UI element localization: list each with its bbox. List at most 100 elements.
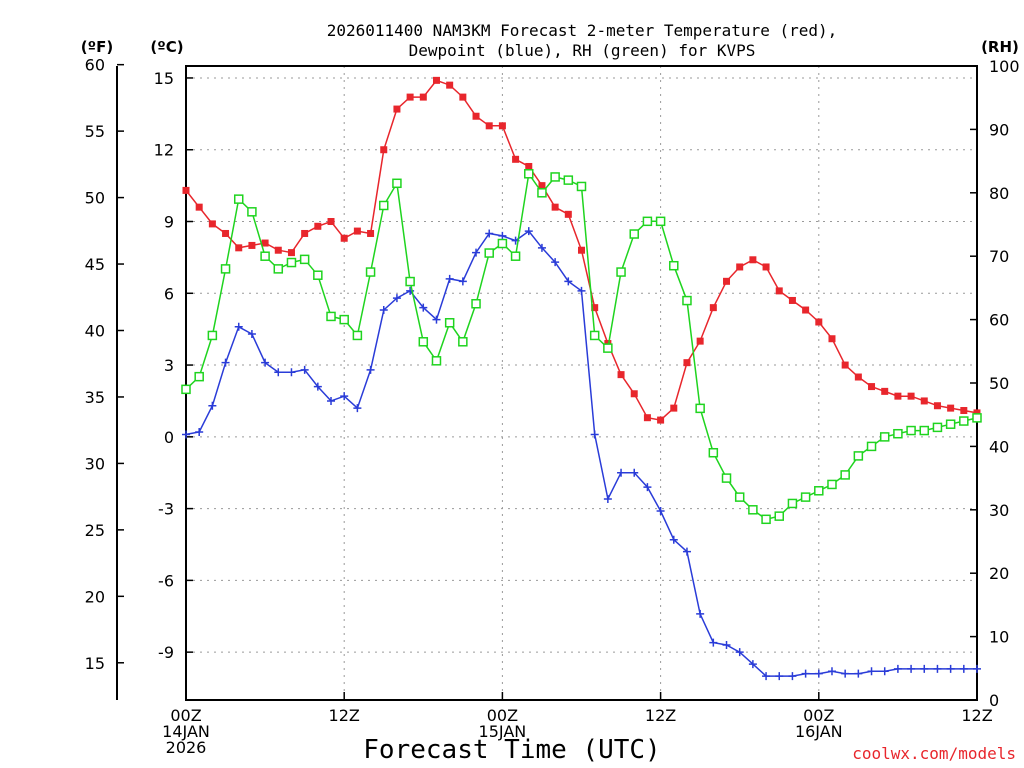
2-meter-temperature-point (736, 263, 744, 271)
2-meter-temperature-point (696, 337, 704, 345)
dewpoint-point (762, 672, 771, 681)
2-meter-temperature-point (881, 387, 889, 395)
rh-point (642, 216, 653, 227)
dewpoint-point (630, 468, 639, 477)
dewpoint-point (722, 640, 731, 649)
dewpoint-point (234, 322, 243, 331)
dewpoint-point (551, 258, 560, 267)
2-meter-temperature-point (960, 407, 968, 415)
2-meter-temperature-point (419, 93, 427, 101)
2-meter-temperature-point (248, 241, 256, 249)
x-tick-label: 2026 (166, 738, 207, 757)
rh-point (761, 514, 771, 525)
fahrenheit-tick-label: 55 (85, 122, 105, 141)
2-meter-temperature-point (973, 409, 981, 417)
rh-point (827, 479, 837, 490)
rh-point (972, 413, 982, 423)
rh-tick-label: 60 (989, 311, 1009, 330)
dewpoint-point (933, 664, 942, 673)
2-meter-temperature-point (762, 263, 770, 271)
2-meter-temperature-point (657, 416, 665, 424)
fahrenheit-tick-label: 20 (85, 587, 105, 606)
rh-point (392, 178, 402, 189)
fahrenheit-tick-label: 15 (85, 654, 105, 673)
series (181, 76, 982, 681)
rh-point (932, 422, 943, 433)
dewpoint-point (327, 396, 336, 405)
rh-point (708, 447, 719, 458)
2-meter-temperature-point (670, 404, 678, 412)
2-meter-temperature-point (287, 249, 295, 257)
dewpoint-point (748, 660, 757, 669)
2-meter-temperature-point (630, 390, 638, 398)
rh-point (458, 337, 468, 347)
2-meter-temperature-point (723, 277, 731, 285)
chart-title-line-2: Dewpoint (blue), RH (green) for KVPS (409, 41, 756, 60)
rh-point (721, 473, 732, 483)
dewpoint-point (577, 286, 586, 295)
rh-point (537, 188, 547, 198)
2-meter-temperature-point (301, 229, 309, 237)
dewpoint-point (656, 506, 665, 515)
dewpoint-point (485, 229, 494, 238)
rh-point (906, 425, 916, 436)
dewpoint-point (221, 358, 230, 367)
2-meter-temperature-point (947, 404, 955, 412)
dewpoint-point (880, 667, 889, 676)
dewpoint-point (643, 483, 652, 492)
dewpoint-point (432, 315, 441, 324)
2-meter-temperature-point (551, 203, 559, 211)
dewpoint-point (300, 365, 309, 374)
dewpoint-point (182, 430, 190, 439)
dewpoint-point (827, 667, 836, 676)
dewpoint-point (247, 329, 256, 338)
rh-point (919, 425, 930, 436)
2-meter-temperature-point (538, 182, 546, 190)
dewpoint-point (867, 667, 876, 676)
rh-point (524, 169, 534, 179)
rh-point (444, 318, 455, 328)
rh-point (616, 267, 626, 277)
celsius-tick-label: 15 (154, 69, 174, 88)
dewpoint-point (379, 306, 388, 315)
dewpoint-point (445, 274, 454, 283)
celsius-tick-label: -6 (158, 571, 174, 590)
2-meter-temperature-point (432, 76, 440, 84)
rh-point (563, 175, 574, 185)
dewpoint-series (182, 227, 981, 681)
celsius-tick-label: 3 (164, 356, 174, 375)
dewpoint-point (603, 495, 612, 504)
dewpoint-point (392, 294, 401, 303)
2-meter-temperature-point (367, 229, 375, 237)
grid (186, 66, 977, 700)
x-tick-label: 12Z (645, 706, 676, 725)
2-meter-temperature-point (353, 227, 361, 235)
fahrenheit-tick-label: 35 (85, 388, 105, 407)
celsius-tick-label: 12 (154, 141, 174, 160)
2-meter-temperature-point (854, 373, 862, 381)
x-tick-label: 00Z (487, 706, 518, 725)
rh-point (840, 470, 850, 480)
rh-line (185, 171, 978, 521)
dewpoint-point (564, 277, 573, 286)
rh-point (945, 419, 956, 429)
rh-point (418, 337, 429, 347)
2-meter-temperature-point (894, 392, 902, 400)
2-meter-temperature-point (235, 244, 243, 252)
rh-point (339, 314, 349, 325)
2-meter-temperature-point (380, 146, 388, 154)
rh-point (800, 492, 811, 502)
fahrenheit-tick-label: 50 (85, 189, 105, 208)
2-meter-temperature-point (195, 203, 203, 211)
rh-point (260, 251, 270, 261)
plot-frame (185, 65, 978, 701)
celsius-unit-label: (ºC) (150, 38, 183, 56)
celsius-tick-label: 6 (164, 284, 174, 303)
rh-tick-label: 80 (989, 184, 1009, 203)
x-tick-label: 00Z (803, 706, 834, 725)
rh-point (959, 416, 969, 426)
credit-link[interactable]: coolwx.com/models (852, 744, 1016, 763)
celsius-tick-label: -9 (158, 643, 174, 662)
2-meter-temperature-point (182, 186, 190, 194)
rh-point (550, 172, 560, 182)
